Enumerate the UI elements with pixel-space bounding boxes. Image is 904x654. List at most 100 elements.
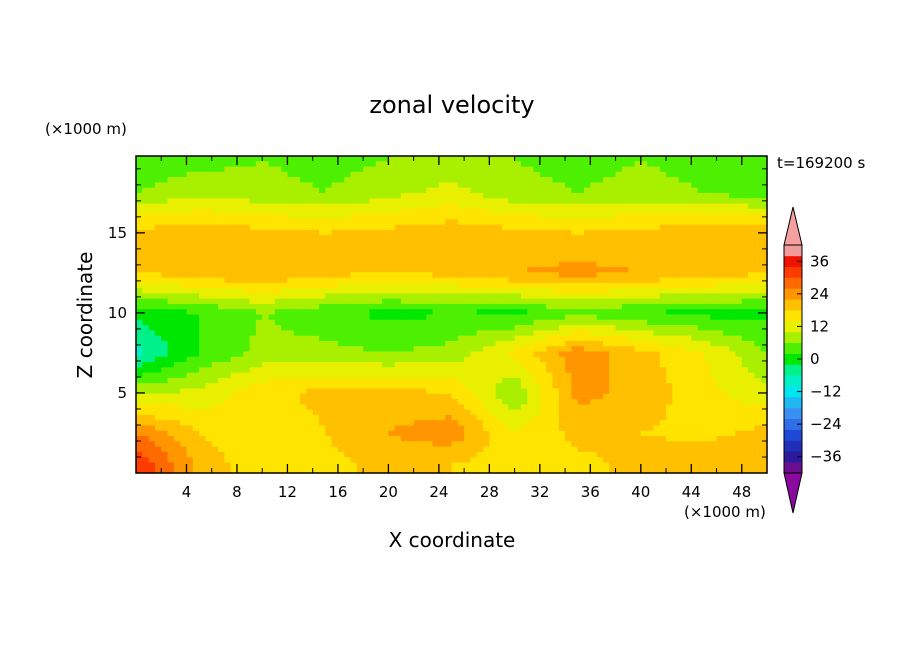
field-cell bbox=[344, 351, 352, 358]
field-cell bbox=[192, 256, 200, 263]
field-cell bbox=[243, 171, 251, 178]
field-cell bbox=[533, 288, 541, 294]
field-cell bbox=[495, 346, 503, 353]
field-cell bbox=[590, 251, 598, 257]
field-cell bbox=[262, 192, 270, 199]
field-cell bbox=[274, 235, 282, 242]
field-cell bbox=[262, 314, 270, 321]
field-cell bbox=[760, 399, 768, 405]
field-cell bbox=[293, 404, 301, 411]
field-cell bbox=[419, 388, 427, 395]
field-cell bbox=[407, 399, 415, 405]
field-cell bbox=[501, 367, 509, 374]
field-cell bbox=[678, 224, 686, 231]
field-cell bbox=[533, 399, 541, 405]
field-cell bbox=[722, 346, 730, 353]
field-cell bbox=[148, 325, 156, 331]
field-cell bbox=[186, 256, 194, 263]
field-cell bbox=[186, 277, 194, 284]
field-cell bbox=[748, 288, 755, 294]
field-cell bbox=[457, 198, 465, 205]
field-cell bbox=[167, 367, 175, 374]
field-cell bbox=[628, 166, 636, 173]
field-cell bbox=[457, 166, 465, 173]
field-cell bbox=[224, 177, 232, 184]
field-cell bbox=[350, 399, 358, 405]
field-cell bbox=[584, 399, 591, 405]
field-cell bbox=[281, 388, 289, 395]
field-cell bbox=[432, 214, 440, 220]
field-cell bbox=[640, 240, 648, 247]
field-cell bbox=[533, 372, 541, 379]
field-cell bbox=[413, 414, 421, 421]
field-cell bbox=[318, 235, 326, 242]
field-cell bbox=[350, 319, 358, 326]
field-cell bbox=[236, 245, 244, 252]
field-cell bbox=[230, 177, 238, 184]
field-cell bbox=[653, 346, 661, 353]
field-cell bbox=[684, 182, 692, 189]
field-cell bbox=[432, 171, 440, 178]
field-cell bbox=[180, 351, 188, 358]
field-cell bbox=[735, 409, 743, 416]
field-cell bbox=[748, 177, 755, 184]
field-cell bbox=[514, 372, 522, 379]
field-cell bbox=[483, 340, 490, 347]
field-cell bbox=[293, 372, 301, 379]
field-cell bbox=[697, 383, 705, 390]
field-cell bbox=[186, 261, 194, 268]
field-cell bbox=[249, 393, 257, 400]
field-cell bbox=[413, 156, 421, 162]
field-cell bbox=[703, 330, 711, 337]
field-cell bbox=[584, 335, 591, 342]
field-cell bbox=[647, 346, 655, 353]
field-cell bbox=[274, 409, 282, 416]
field-cell bbox=[634, 166, 642, 173]
field-cell bbox=[457, 235, 465, 242]
field-cell bbox=[514, 340, 522, 347]
field-cell bbox=[691, 192, 699, 199]
field-cell bbox=[748, 219, 755, 226]
field-cell bbox=[161, 187, 169, 194]
field-cell bbox=[628, 198, 636, 205]
field-cell bbox=[514, 214, 522, 220]
field-cell bbox=[363, 251, 371, 257]
field-cell bbox=[520, 171, 528, 178]
field-cell bbox=[419, 187, 427, 194]
field-cell bbox=[192, 240, 200, 247]
field-cell bbox=[445, 346, 453, 353]
field-cell bbox=[552, 303, 560, 310]
field-cell bbox=[337, 277, 345, 284]
field-cell bbox=[300, 272, 307, 279]
field-cell bbox=[331, 383, 339, 390]
field-cell bbox=[356, 335, 364, 342]
field-cell bbox=[293, 303, 301, 310]
field-cell bbox=[571, 288, 579, 294]
field-cell bbox=[419, 356, 427, 363]
field-cell bbox=[628, 229, 636, 236]
field-cell bbox=[401, 346, 408, 353]
field-cell bbox=[495, 309, 503, 316]
field-cell bbox=[236, 187, 244, 194]
field-cell bbox=[394, 288, 402, 294]
field-cell bbox=[653, 161, 661, 168]
field-cell bbox=[621, 372, 629, 379]
field-cell bbox=[659, 314, 667, 321]
field-cell bbox=[432, 161, 440, 168]
field-cell bbox=[205, 367, 213, 374]
field-cell bbox=[722, 235, 730, 242]
field-cell bbox=[375, 414, 383, 421]
field-cell bbox=[407, 245, 415, 252]
field-cell bbox=[293, 362, 301, 368]
field-cell bbox=[136, 272, 143, 279]
field-cell bbox=[754, 166, 762, 173]
field-cell bbox=[281, 266, 289, 273]
field-cell bbox=[754, 251, 762, 257]
field-cell bbox=[615, 235, 623, 242]
field-cell bbox=[388, 208, 396, 215]
field-cell bbox=[470, 325, 478, 331]
field-cell bbox=[609, 388, 617, 395]
field-cell bbox=[344, 330, 352, 337]
field-cell bbox=[558, 414, 566, 421]
field-cell bbox=[426, 235, 434, 242]
